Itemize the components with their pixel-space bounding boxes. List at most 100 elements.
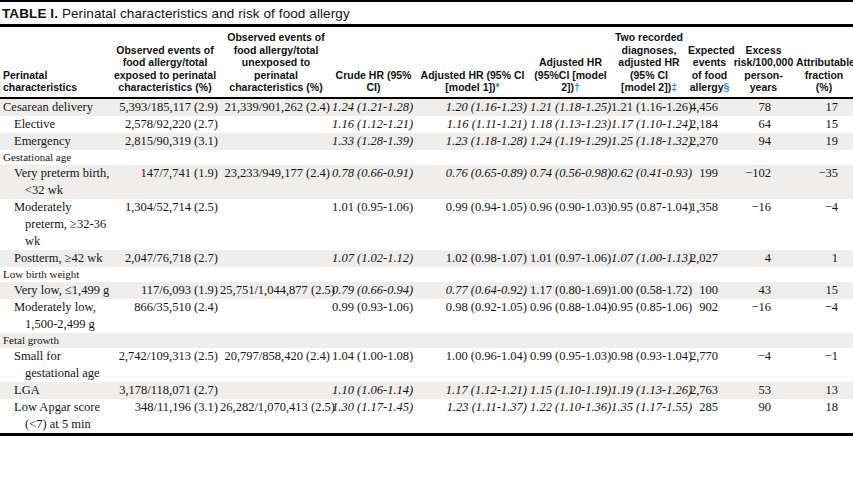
row-label: Small for gestational age xyxy=(3,348,110,382)
attributable-fraction-value: 15 xyxy=(795,116,853,133)
observed-unexposed-value: 23,233/949,177 (2.4) xyxy=(220,165,332,199)
adjusted-hr-model2-value: 1.21 (1.18-1.25) xyxy=(530,98,611,116)
row-label: Emergency xyxy=(3,133,110,150)
section-row: Gestational age xyxy=(0,150,853,165)
table-title-prefix: TABLE I. xyxy=(2,6,58,21)
observed-unexposed-value xyxy=(220,116,332,133)
observed-exposed-value: 117/6,093 (1.9) xyxy=(110,282,220,299)
col-header-attributable-fraction: Attributable fraction (%) xyxy=(795,27,853,98)
table-title: TABLE I. Perinatal characteristics and r… xyxy=(0,2,853,24)
adjusted-hr-model1-value: 0.77 (0.64-0.92) xyxy=(415,282,530,299)
row-label: Elective xyxy=(3,116,110,133)
row-label-cell: Elective xyxy=(0,116,110,133)
two-diagnoses-hr-value: 0.95 (0.87-1.04) xyxy=(611,199,687,250)
observed-exposed-value: 147/7,741 (1.9) xyxy=(110,165,220,199)
section-label: Fetal growth xyxy=(0,333,853,348)
observed-exposed-value: 1,304/52,714 (2.5) xyxy=(110,199,220,250)
table-row: LGA3,178/118,071 (2.7)1.10 (1.06-1.14)1.… xyxy=(0,382,853,399)
adjusted-hr-model2-value: 0.96 (0.88-1.04) xyxy=(530,299,611,333)
observed-unexposed-value xyxy=(220,250,332,267)
expected-events-value: 285 xyxy=(687,399,732,433)
attributable-fraction-value: 19 xyxy=(795,133,853,150)
adjusted-hr-model1-value: 0.98 (0.92-1.05) xyxy=(415,299,530,333)
expected-events-value: 2,270 xyxy=(687,133,732,150)
excess-risk-value: 90 xyxy=(732,399,795,433)
crude-hr-value: 1.01 (0.95-1.06) xyxy=(332,199,415,250)
excess-risk-value: 4 xyxy=(732,250,795,267)
row-label-cell: Moderately preterm, ≥32-36 wk xyxy=(0,199,110,250)
observed-unexposed-value: 25,751/1,044,877 (2.5) xyxy=(220,282,332,299)
table-row: Low Apgar score (<7) at 5 min348/11,196 … xyxy=(0,399,853,433)
crude-hr-value: 0.78 (0.66-0.91) xyxy=(332,165,415,199)
expected-events-value: 2,770 xyxy=(687,348,732,382)
attributable-fraction-value: 17 xyxy=(795,98,853,116)
expected-events-value: 902 xyxy=(687,299,732,333)
excess-risk-value: −4 xyxy=(732,348,795,382)
expected-events-value: 2,763 xyxy=(687,382,732,399)
adjusted-hr-model1-value: 1.23 (1.18-1.28) xyxy=(415,133,530,150)
row-label: LGA xyxy=(3,382,110,399)
observed-unexposed-value xyxy=(220,199,332,250)
two-diagnoses-hr-value: 0.62 (0.41-0.93) xyxy=(611,165,687,199)
row-label: Very low, ≤1,499 g xyxy=(3,282,110,299)
adjusted-hr-model1-value: 1.02 (0.98-1.07) xyxy=(415,250,530,267)
two-diagnoses-hr-value: 1.00 (0.58-1.72) xyxy=(611,282,687,299)
footnote-marker-section[interactable]: § xyxy=(724,81,730,93)
crude-hr-value: 1.33 (1.28-1.39) xyxy=(332,133,415,150)
excess-risk-value: 78 xyxy=(732,98,795,116)
adjusted-hr-model1-value: 1.20 (1.16-1.23) xyxy=(415,98,530,116)
row-label-cell: Small for gestational age xyxy=(0,348,110,382)
table-row: Emergency2,815/90,319 (3.1) 1.33 (1.28-1.… xyxy=(0,133,853,150)
col-header-perinatal-characteristics: Perinatal characteristics xyxy=(0,27,110,98)
footnote-marker-dagger[interactable]: † xyxy=(574,81,580,93)
excess-risk-value: 64 xyxy=(732,116,795,133)
crude-hr-value: 0.99 (0.93-1.06) xyxy=(332,299,415,333)
observed-unexposed-value xyxy=(220,133,332,150)
row-label: Low Apgar score (<7) at 5 min xyxy=(3,399,110,433)
row-label-cell: Emergency xyxy=(0,133,110,150)
two-diagnoses-hr-value: 1.07 (1.00-1.13) xyxy=(611,250,687,267)
row-label-cell: Cesarean delivery xyxy=(0,98,110,116)
observed-unexposed-value: 26,282/1,070,413 (2.5) xyxy=(220,399,332,433)
observed-exposed-value: 2,578/92,220 (2.7) xyxy=(110,116,220,133)
footnote-marker-asterisk[interactable]: * xyxy=(496,81,500,93)
col-header-observed-unexposed: Observed events of food allergy/total un… xyxy=(220,27,332,98)
attributable-fraction-value: −4 xyxy=(795,299,853,333)
row-label-cell: Very low, ≤1,499 g xyxy=(0,282,110,299)
adjusted-hr-model1-value: 0.99 (0.94-1.05) xyxy=(415,199,530,250)
section-row: Fetal growth xyxy=(0,333,853,348)
two-diagnoses-hr-value: 1.25 (1.18-1.32) xyxy=(611,133,687,150)
expected-events-value: 2,027 xyxy=(687,250,732,267)
row-label: Very preterm birth, <32 wk xyxy=(3,165,110,199)
row-label-cell: Low Apgar score (<7) at 5 min xyxy=(0,399,110,433)
table-row: Very low, ≤1,499 g117/6,093 (1.9)25,751/… xyxy=(0,282,853,299)
table-row: Elective2,578/92,220 (2.7) 1.16 (1.12-1.2… xyxy=(0,116,853,133)
observed-exposed-value: 2,815/90,319 (3.1) xyxy=(110,133,220,150)
observed-exposed-value: 5,393/185,117 (2.9) xyxy=(110,98,220,116)
observed-unexposed-value xyxy=(220,382,332,399)
table-header: Perinatal characteristics Observed event… xyxy=(0,27,853,98)
col-header-expected-events: Expected events of food allergy§ xyxy=(687,27,732,98)
col-header-two-recorded-diagnoses: Two recorded diagnoses, adjusted HR (95%… xyxy=(611,27,687,98)
observed-exposed-value: 3,178/118,071 (2.7) xyxy=(110,382,220,399)
excess-risk-value: −102 xyxy=(732,165,795,199)
excess-risk-value: −16 xyxy=(732,299,795,333)
adjusted-hr-model1-value: 0.76 (0.65-0.89) xyxy=(415,165,530,199)
adjusted-hr-model2-value: 0.74 (0.56-0.98) xyxy=(530,165,611,199)
table-row: Postterm, ≥42 wk2,047/76,718 (2.7)1.07 (… xyxy=(0,250,853,267)
adjusted-hr-model2-value: 1.17 (0.80-1.69) xyxy=(530,282,611,299)
adjusted-hr-model1-value: 1.16 (1.11-1.21) xyxy=(415,116,530,133)
two-diagnoses-hr-value: 0.95 (0.85-1.06) xyxy=(611,299,687,333)
excess-risk-value: 53 xyxy=(732,382,795,399)
attributable-fraction-value: 13 xyxy=(795,382,853,399)
adjusted-hr-model2-value: 1.01 (0.97-1.06) xyxy=(530,250,611,267)
attributable-fraction-value: 15 xyxy=(795,282,853,299)
two-diagnoses-hr-value: 1.21 (1.16-1.26) xyxy=(611,98,687,116)
two-diagnoses-hr-value: 1.19 (1.13-1.26) xyxy=(611,382,687,399)
section-row: Low birth weight xyxy=(0,267,853,282)
expected-events-value: 1,358 xyxy=(687,199,732,250)
crude-hr-value: 1.16 (1.12-1.21) xyxy=(332,116,415,133)
bottom-rule xyxy=(0,433,853,436)
footnote-marker-double-dagger[interactable]: ‡ xyxy=(671,81,677,93)
adjusted-hr-model2-value: 0.96 (0.90-1.03) xyxy=(530,199,611,250)
